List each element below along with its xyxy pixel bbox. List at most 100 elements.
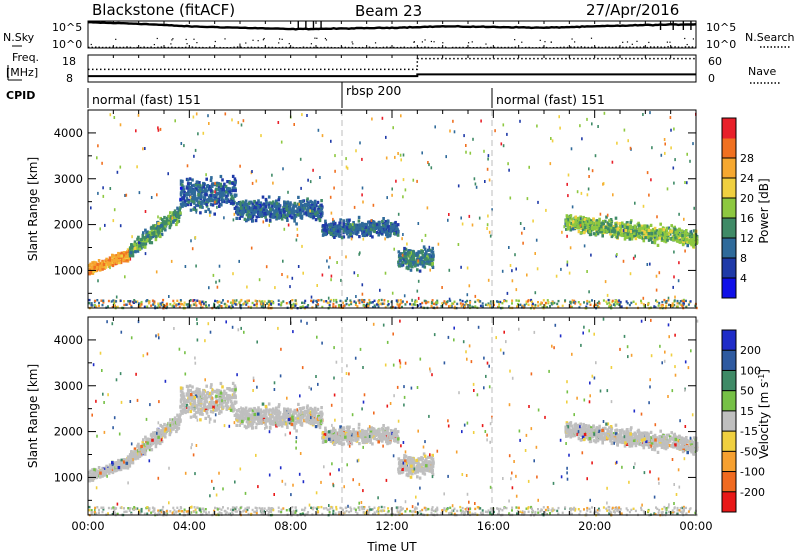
power-echo-cell [355,223,358,227]
power-echo-cell [693,234,696,238]
power-echo-cell [625,235,629,239]
power-scatter-cell [586,193,589,197]
power-echo-cell [578,221,582,225]
power-echo-cell [673,230,676,234]
power-scatter-cell [616,141,618,145]
power-scatter-cell [384,271,387,275]
power-echo-cell [278,214,281,218]
power-scatter-cell [677,279,680,283]
power-ground-cell [218,300,221,303]
velocity-echo-cell [145,446,149,450]
power-echo-cell [595,219,599,223]
power-scatter-cell [287,190,289,194]
power-echo-cell [627,235,631,239]
power-ground-cell [377,305,380,308]
power-ground-cell [577,301,580,304]
power-echo-cell [145,239,149,243]
power-scatter-cell [379,288,381,292]
power-echo-cell [599,225,603,229]
power-echo-cell [324,219,327,223]
power-echo-cell [403,246,406,251]
power-echo-cell [605,215,608,219]
power-echo-cell [268,218,272,222]
power-echo-cell [328,225,332,229]
power-scatter-cell [684,181,686,184]
power-echo-cell [681,239,684,243]
power-echo-cell [189,182,192,186]
power-scatter-cell [401,237,403,241]
velocity-echo-cell [91,468,94,472]
power-echo-cell [241,208,245,212]
power-ground-cell [240,304,243,307]
power-echo-cell [195,187,198,191]
power-ground-cell [186,305,189,309]
power-echo-cell [645,233,648,237]
power-scatter-cell [334,169,336,173]
power-scatter-cell [223,216,225,220]
power-ground-cell [682,303,685,307]
power-echo-cell [404,247,408,251]
velocity-echo-cell [193,398,197,402]
power-scatter-cell [449,129,451,133]
velocity-echo-cell [205,396,209,400]
velocity-echo-cell [211,410,215,414]
power-echo-cell [347,235,350,239]
velocity-echo-cell [183,401,186,405]
power-scatter-cell [159,127,162,131]
noise-speck [288,43,290,45]
velocity-echo-cell [213,419,216,423]
power-scatter-cell [340,278,342,282]
power-ground-cell [270,302,273,305]
power-echo-cell [592,232,596,236]
power-echo-cell [404,260,407,264]
power-ground-cell [465,303,468,306]
velocity-echo-cell [108,463,112,467]
power-ground-cell [614,301,617,304]
power-echo-cell [157,230,161,235]
power-echo-cell [585,220,589,224]
power-echo-cell [396,233,400,237]
power-echo-cell [298,211,301,215]
power-echo-cell [382,217,385,221]
power-echo-cell [638,228,641,233]
power-scatter-cell [232,272,234,276]
power-echo-cell [133,246,137,250]
power-scatter-cell [690,229,693,233]
station-title: Blackstone (fitACF) [92,1,235,19]
power-ground-cell [161,301,164,304]
power-scatter-cell [192,115,195,119]
velocity-echo-cell [151,433,154,437]
noise-speck [263,37,265,40]
power-scatter-cell [629,272,632,276]
power-scatter-cell [566,182,568,186]
power-scatter-cell [194,148,197,152]
power-echo-cell [197,196,200,200]
power-scatter-cell [421,239,423,243]
power-scatter-cell [346,297,348,301]
power-ground-cell [589,303,592,306]
power-echo-cell [138,247,142,251]
power-ground-cell [350,300,353,304]
power-scatter-cell [299,157,302,161]
power-echo-cell [427,260,430,264]
power-echo-cell [285,204,288,208]
power-echo-cell [618,222,621,226]
power-echo-cell [678,228,682,232]
power-ground-cell [290,304,293,307]
power-echo-cell [166,221,169,225]
power-echo-cell [143,243,146,247]
power-ground-cell [463,305,466,309]
power-echo-cell [393,231,396,236]
power-echo-cell [409,264,413,268]
power-echo-cell [649,237,653,241]
noise-speck [281,38,283,40]
velocity-echo-cell [197,403,200,407]
power-ground-cell [320,298,323,302]
power-echo-cell [289,210,293,214]
power-echo-cell [182,196,185,200]
power-echo-cell [426,255,429,259]
power-echo-cell [311,200,314,204]
power-ground-cell [499,300,502,304]
power-ground-cell [546,299,549,302]
power-ground-cell [343,304,346,307]
